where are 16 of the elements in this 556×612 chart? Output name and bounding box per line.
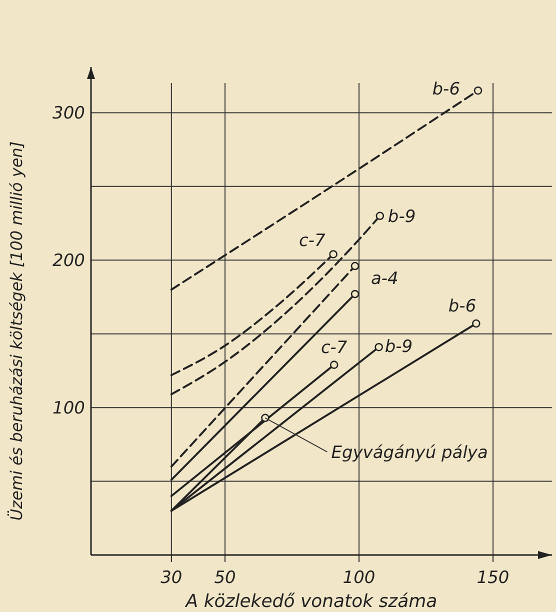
x-tick-label: 150 [476,568,510,588]
y-tick-label: 300 [52,104,85,124]
series-label: b-6 [448,296,476,317]
x-axis-title: A közlekedő vonatok száma [184,591,438,612]
x-tick-label: 100 [342,568,376,588]
series-label: b-9 [388,206,416,227]
series-label: c-7 [298,231,326,252]
series-label: c-7 [320,338,348,358]
series-label: b-6 [432,80,460,100]
series-label: a-4 [371,269,398,290]
y-axis-title: Üzemi és beruházási költségek [100 millió yen] [7,141,26,521]
series-label: b-9 [384,337,413,358]
x-tick-label: 30 [160,568,182,588]
x-tick-label: 50 [214,568,236,588]
y-tick-label: 100 [52,398,85,419]
y-tick-label: 200 [52,251,85,272]
